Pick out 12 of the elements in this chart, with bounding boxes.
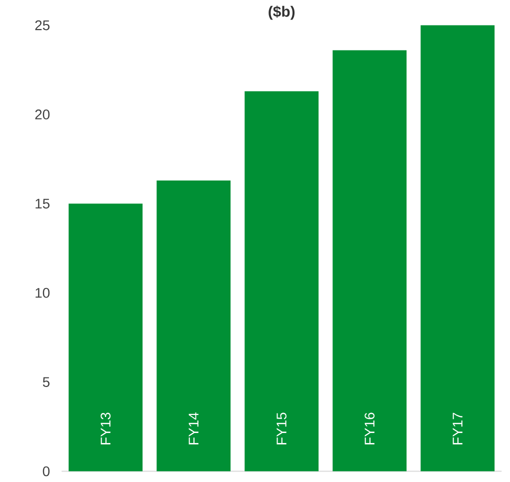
y-tick-label: 15: [36, 198, 50, 209]
y-tick-label: 0: [42, 466, 50, 476]
x-tick-label: FY16: [364, 412, 375, 444]
y-tick-label: 10: [36, 288, 50, 298]
x-tick-label: FY13: [100, 412, 111, 444]
y-tick-label: 5: [42, 377, 50, 387]
x-tick-label: FY15: [276, 412, 286, 444]
y-tick-label: 25: [35, 20, 50, 30]
y-tick-label: 20: [35, 110, 50, 120]
chart-title: ($b): [268, 6, 295, 20]
x-tick-label: FY14: [188, 412, 198, 444]
x-tick-label: FY17: [452, 412, 462, 444]
